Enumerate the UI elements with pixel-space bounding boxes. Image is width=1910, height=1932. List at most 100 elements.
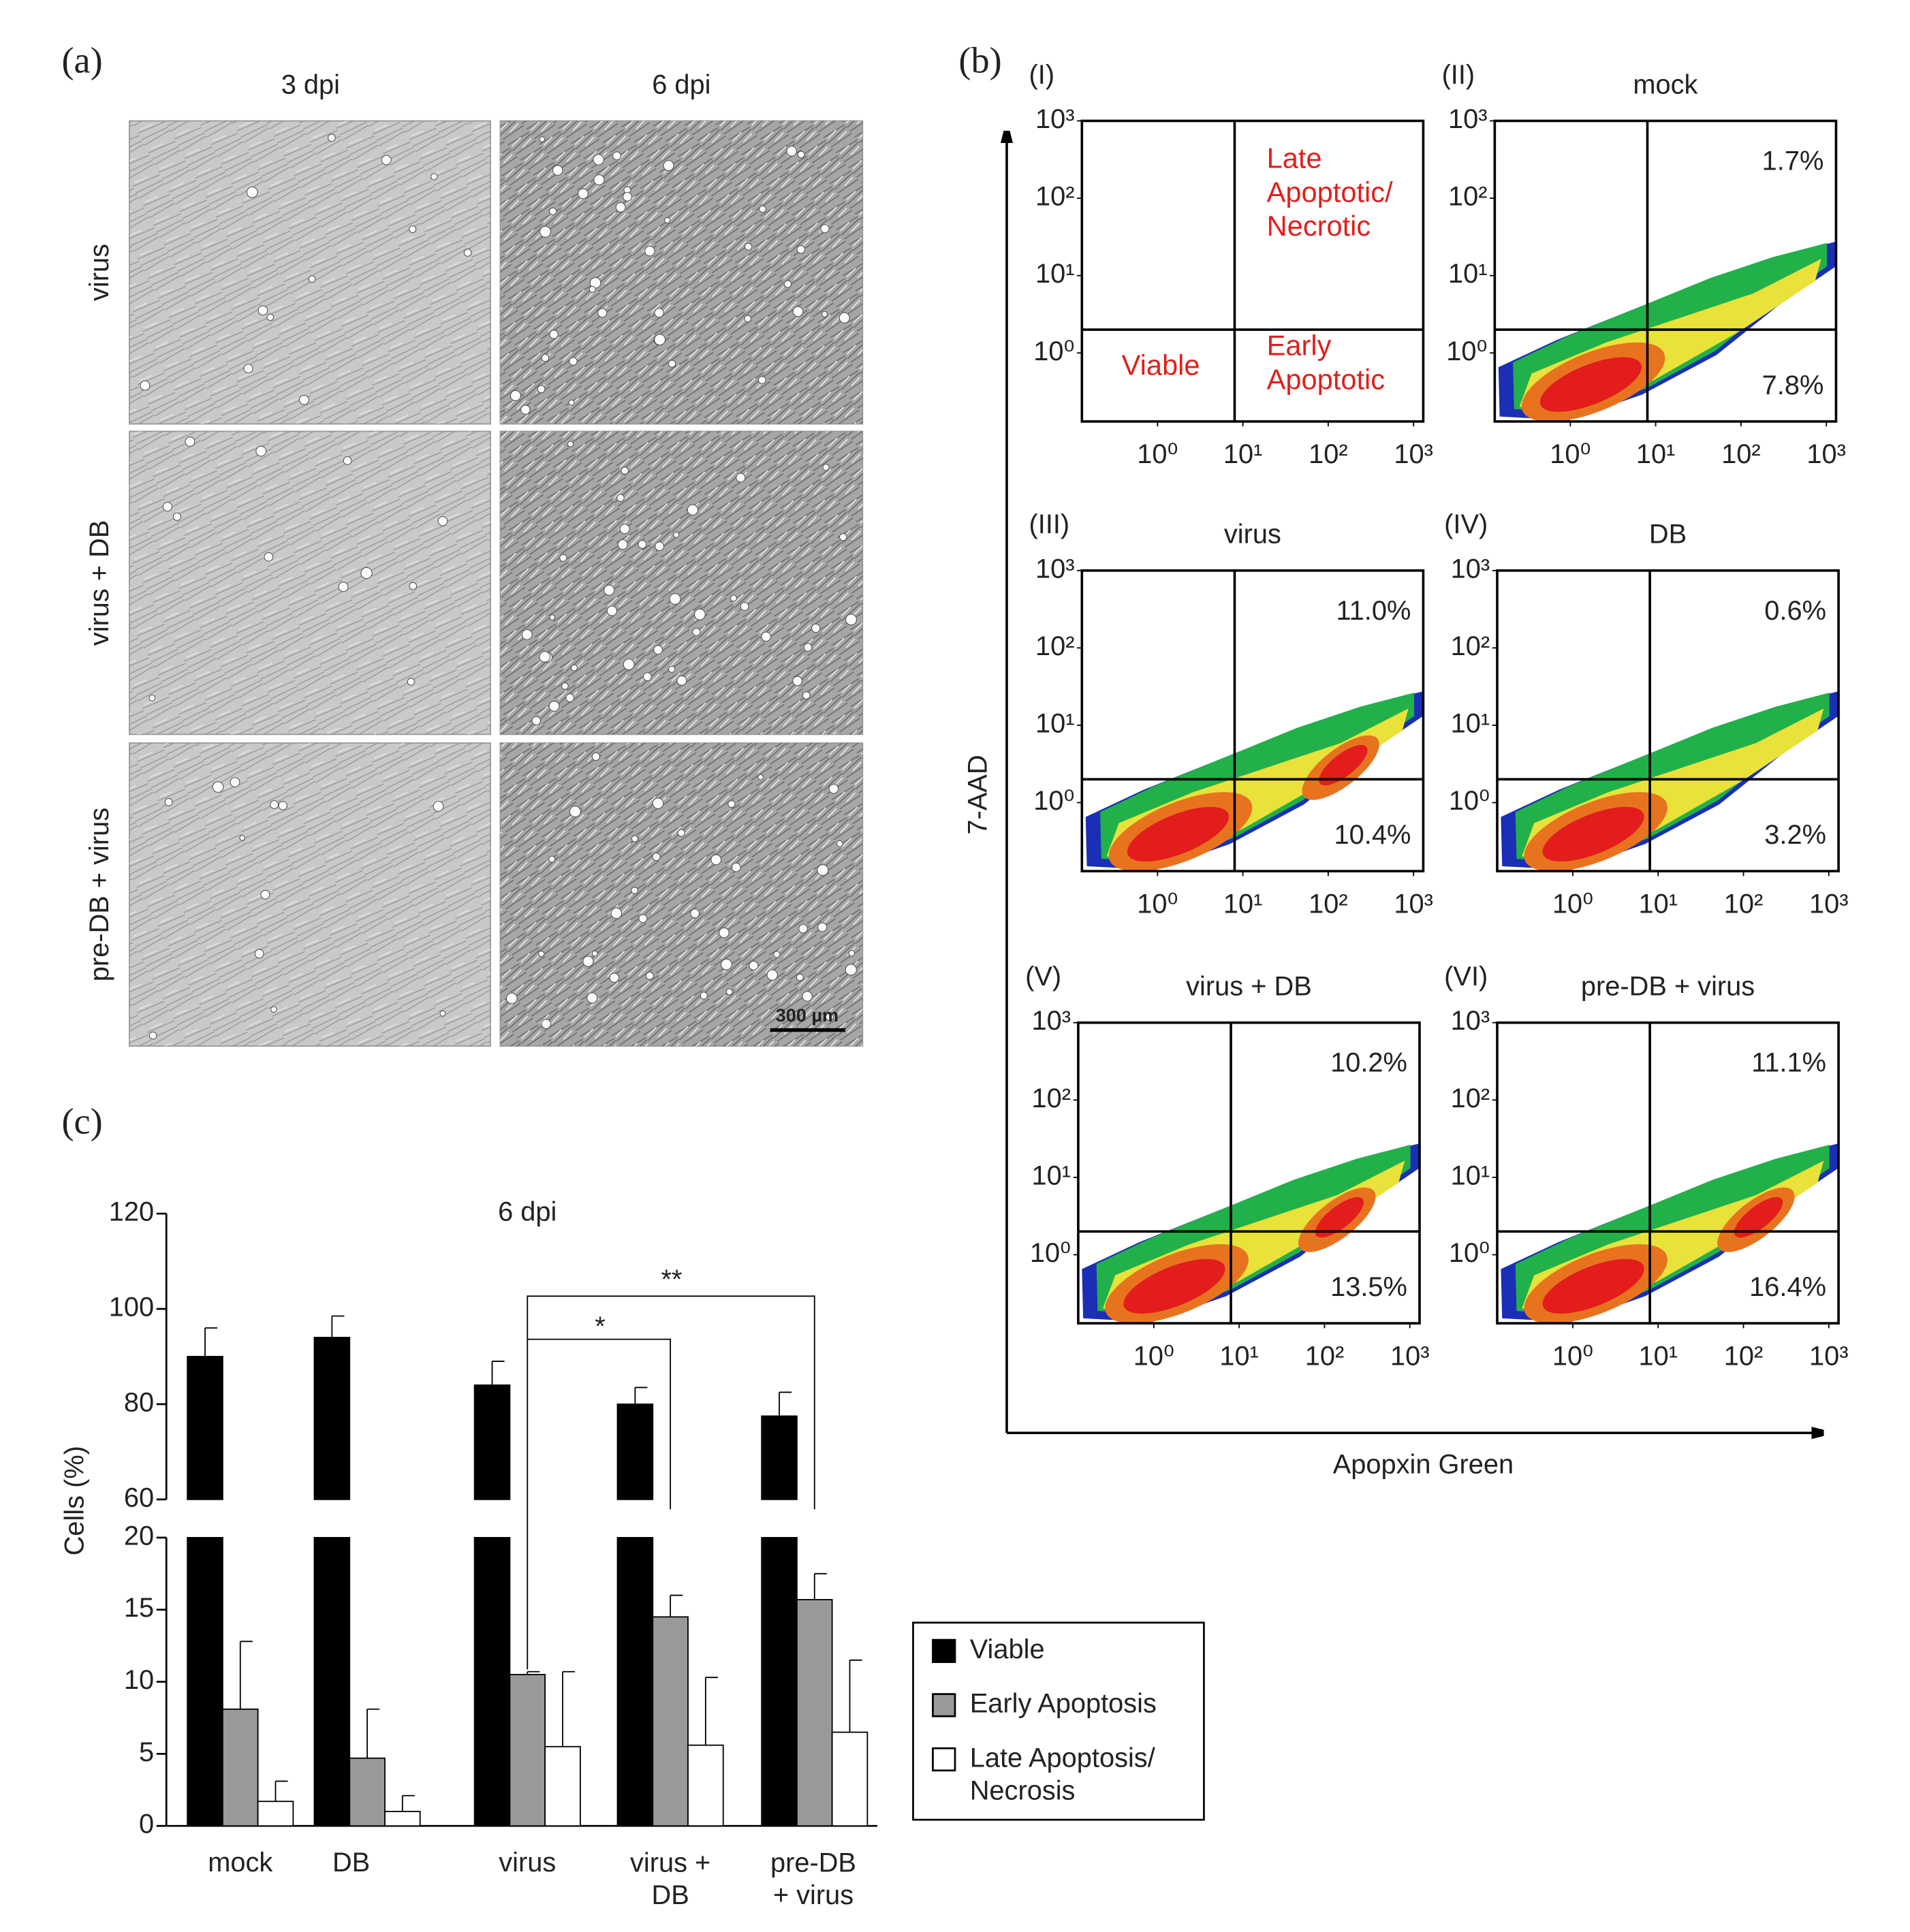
x-tick-label: 10² bbox=[1309, 439, 1347, 469]
y-tick-label: 5 bbox=[139, 1737, 154, 1767]
cell-spot bbox=[185, 437, 195, 447]
cell-spot bbox=[673, 531, 680, 538]
error-bar bbox=[366, 1708, 380, 1758]
y-tick-label: 10³ bbox=[1035, 104, 1075, 134]
x-tick-label: 10² bbox=[1721, 439, 1761, 469]
cell-spot bbox=[692, 627, 701, 637]
plot-title: pre-DB + virus bbox=[1581, 972, 1755, 1002]
x-tick-label: 10² bbox=[1724, 1341, 1763, 1371]
quadrant-percent: 1.7% bbox=[1762, 146, 1824, 176]
cell-spot bbox=[668, 665, 676, 673]
error-bar bbox=[401, 1794, 415, 1812]
row-header: virus + DB bbox=[84, 520, 114, 646]
plot-title: DB bbox=[1649, 520, 1687, 550]
error-bar bbox=[491, 1361, 505, 1385]
cell-spot bbox=[255, 445, 267, 457]
y-tick-label: 10¹ bbox=[1451, 708, 1490, 738]
cell-spot bbox=[745, 242, 753, 251]
cell-spot bbox=[433, 801, 444, 812]
legend-swatch bbox=[932, 1638, 956, 1663]
bar bbox=[187, 1536, 223, 1827]
cell-spot bbox=[260, 889, 270, 900]
quadrant-percent: 3.2% bbox=[1764, 820, 1826, 850]
y-tick-label: 10⁰ bbox=[1446, 336, 1487, 366]
cell-cloud bbox=[1501, 691, 1839, 872]
cell-spot bbox=[439, 1010, 446, 1017]
cell-spot bbox=[520, 405, 531, 415]
row-header: virus bbox=[84, 244, 114, 301]
cell-spot bbox=[571, 664, 578, 671]
legend-label: Early Apoptosis bbox=[970, 1688, 1157, 1718]
cell-spot bbox=[638, 539, 647, 549]
cell-cloud bbox=[1501, 1143, 1839, 1324]
cell-spot bbox=[725, 988, 733, 996]
y-tick-label: 10² bbox=[1035, 631, 1075, 661]
cell-spot bbox=[541, 353, 550, 362]
cloud-core bbox=[1127, 806, 1230, 862]
cell-spot bbox=[510, 390, 521, 402]
x-tick-label: DB bbox=[332, 1848, 370, 1878]
y-tick-label: 10³ bbox=[1448, 104, 1488, 134]
y-tick-label: 10¹ bbox=[1035, 708, 1075, 738]
cell-spot bbox=[597, 308, 608, 318]
cell-spot bbox=[278, 801, 287, 810]
bar bbox=[761, 1415, 798, 1500]
cell-spot bbox=[586, 992, 598, 1004]
plot-frame bbox=[1077, 1021, 1421, 1325]
cell-spot bbox=[825, 1012, 834, 1022]
legend-label: Viable bbox=[970, 1634, 1045, 1664]
error-bar bbox=[849, 1659, 862, 1732]
bar bbox=[313, 1536, 351, 1827]
cell-spot bbox=[565, 693, 575, 703]
y-tick-label: 10³ bbox=[1032, 1006, 1071, 1036]
cell-spot bbox=[548, 701, 560, 712]
cloud-core bbox=[1315, 1197, 1364, 1238]
cell-spot bbox=[654, 334, 666, 346]
x-tick-label: 10² bbox=[1305, 1341, 1344, 1371]
cell-spot bbox=[270, 1006, 277, 1013]
cloud-core bbox=[1123, 1258, 1225, 1314]
cell-spot bbox=[644, 245, 655, 257]
cell-spot bbox=[549, 330, 559, 339]
cell-spot bbox=[668, 360, 676, 368]
cell-spot bbox=[792, 676, 802, 686]
panel-label: (c) bbox=[61, 1100, 102, 1141]
cell-spot bbox=[610, 907, 623, 919]
y-axis-label: Cells (%) bbox=[60, 1446, 90, 1555]
cell-spot bbox=[338, 582, 349, 592]
error-bar bbox=[239, 1641, 253, 1709]
error-bar bbox=[527, 1670, 540, 1675]
cell-cloud bbox=[1082, 1143, 1420, 1324]
y-tick-label: 10 bbox=[124, 1665, 154, 1695]
bar bbox=[473, 1536, 511, 1827]
bar bbox=[257, 1801, 294, 1827]
legend-swatch bbox=[932, 1747, 956, 1772]
cell-spot bbox=[676, 675, 687, 686]
plot-frame bbox=[1493, 119, 1838, 423]
cell-spot bbox=[148, 1031, 157, 1040]
bar bbox=[349, 1757, 386, 1827]
cell-spot bbox=[836, 840, 843, 847]
x-tick-label: mock bbox=[208, 1848, 272, 1878]
x-tick-label: pre-DB + virus bbox=[770, 1848, 856, 1910]
bar bbox=[544, 1745, 581, 1827]
cell-spot bbox=[744, 315, 752, 323]
cell-spot bbox=[257, 305, 268, 316]
cell-spot bbox=[766, 969, 778, 981]
cell-spot bbox=[591, 752, 601, 761]
bar bbox=[616, 1404, 654, 1500]
row-header: pre-DB + virus bbox=[84, 808, 114, 981]
significance-label: ** bbox=[661, 1265, 682, 1295]
cell-spot bbox=[623, 659, 635, 671]
cell-spot bbox=[655, 541, 665, 552]
plot-frame bbox=[1080, 119, 1425, 423]
cell-spot bbox=[727, 799, 736, 808]
cloud-core bbox=[1542, 806, 1644, 862]
bar bbox=[687, 1744, 724, 1827]
cell-spot bbox=[796, 245, 806, 254]
cell-spot bbox=[298, 394, 309, 405]
cell-spot bbox=[654, 308, 664, 318]
cell-spot bbox=[796, 973, 804, 981]
cell-spot bbox=[409, 225, 417, 234]
cell-spot bbox=[700, 992, 708, 1000]
